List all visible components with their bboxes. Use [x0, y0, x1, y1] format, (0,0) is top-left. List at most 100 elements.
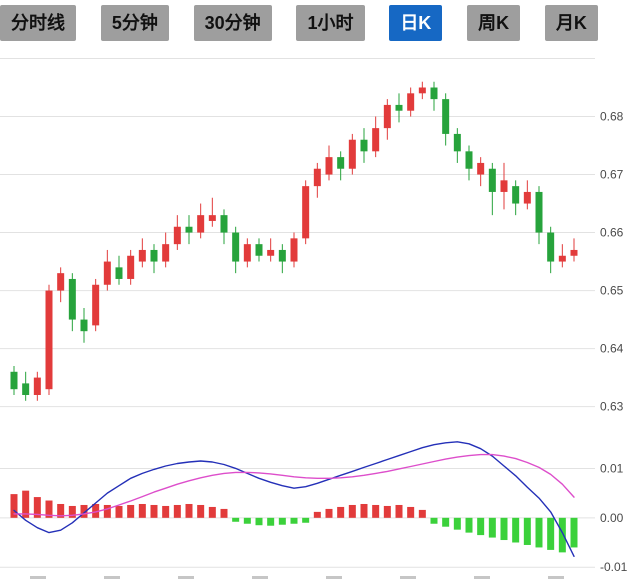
macd-chart[interactable]: 0.01 0.00 -0.01 — [0, 424, 630, 582]
macd-bar — [407, 506, 415, 518]
macd-histogram — [10, 490, 578, 553]
candle — [523, 180, 531, 210]
candle — [185, 215, 193, 245]
candle — [197, 203, 205, 239]
macd-bar — [290, 517, 298, 524]
tab-3[interactable]: 30分钟 — [193, 5, 272, 41]
candle — [103, 249, 111, 291]
price-gridlines — [0, 58, 595, 408]
macd-bar — [208, 506, 216, 518]
price-tick-label: 0.63 — [600, 400, 624, 414]
macd-bar — [127, 504, 135, 518]
candle — [465, 145, 473, 181]
candle — [407, 87, 415, 117]
macd-bar — [523, 517, 531, 545]
candle — [173, 215, 181, 250]
macd-bar — [512, 517, 520, 543]
candle — [372, 116, 380, 158]
macd-bar — [150, 504, 158, 518]
macd-bar — [418, 509, 426, 518]
candle — [138, 238, 146, 268]
macd-bar — [570, 517, 578, 548]
price-tick-label: 0.64 — [600, 342, 624, 356]
macd-bar — [197, 504, 205, 518]
candle — [80, 307, 88, 343]
tab-6[interactable]: 周K — [467, 5, 521, 41]
macd-bar — [162, 505, 170, 518]
tab-7[interactable]: 月K — [544, 5, 598, 41]
candle — [150, 244, 158, 274]
macd-bar — [535, 517, 543, 548]
macd-bar — [442, 517, 450, 527]
macd-axis-labels: 0.01 0.00 -0.01 — [600, 461, 628, 574]
candle — [395, 93, 403, 123]
candle — [442, 93, 450, 146]
candle — [325, 145, 333, 181]
macd-bar — [337, 506, 345, 518]
macd-bar — [185, 503, 193, 518]
candle — [162, 232, 170, 268]
candle — [512, 180, 520, 216]
macd-bar — [383, 505, 391, 518]
candle — [535, 186, 543, 245]
macd-bar — [395, 504, 403, 518]
macd-tick-label: 0.00 — [600, 511, 624, 525]
candle — [208, 197, 216, 227]
candle — [220, 209, 228, 245]
macd-bar — [255, 517, 263, 526]
tab-4[interactable]: 1小时 — [296, 5, 365, 41]
macd-bar — [138, 503, 146, 518]
macd-bar — [348, 504, 356, 518]
macd-bar — [325, 508, 333, 518]
macd-bar — [372, 504, 380, 518]
x-axis-tick-marks — [30, 576, 564, 579]
candle — [360, 128, 368, 163]
tab-5-active[interactable]: 日K — [389, 5, 443, 41]
macd-bar — [57, 503, 65, 518]
macd-bar — [115, 505, 123, 518]
candle — [430, 81, 438, 111]
candle — [383, 99, 391, 140]
candle — [500, 162, 508, 210]
candle — [232, 226, 240, 274]
candle — [115, 255, 123, 285]
price-tick-label: 0.65 — [600, 284, 624, 298]
macd-bar — [45, 500, 53, 518]
candle — [453, 128, 461, 163]
macd-bar — [477, 517, 485, 536]
candle — [10, 365, 18, 395]
candle — [22, 371, 30, 401]
tab-2[interactable]: 5分钟 — [100, 5, 169, 41]
tab-1[interactable]: 分时线 — [0, 5, 76, 41]
macd-bar — [92, 503, 100, 518]
candle — [255, 238, 263, 262]
main-chart[interactable]: 0.68 0.67 0.66 0.65 0.64 0.63 — [0, 44, 630, 424]
macd-bar — [558, 517, 566, 553]
macd-bar — [173, 504, 181, 518]
candle — [68, 273, 76, 332]
candle — [127, 249, 135, 285]
macd-tick-label: -0.01 — [600, 560, 628, 574]
macd-bar — [80, 504, 88, 518]
candle — [547, 226, 555, 274]
candle — [57, 267, 65, 303]
macd-bar — [243, 517, 251, 524]
candle — [278, 244, 286, 274]
macd-bar — [547, 517, 555, 550]
candle — [45, 284, 53, 395]
macd-bar — [267, 517, 275, 526]
candle — [570, 238, 578, 262]
candle — [302, 180, 310, 245]
candle — [313, 162, 321, 198]
candles — [10, 81, 578, 401]
macd-bar — [22, 490, 30, 518]
dif-line — [13, 441, 575, 558]
macd-bar — [232, 517, 240, 522]
candle — [558, 244, 566, 268]
macd-tick-label: 0.01 — [600, 461, 624, 475]
macd-bar — [313, 511, 321, 518]
macd-bar — [33, 497, 41, 518]
candle — [290, 232, 298, 268]
candle — [92, 278, 100, 332]
